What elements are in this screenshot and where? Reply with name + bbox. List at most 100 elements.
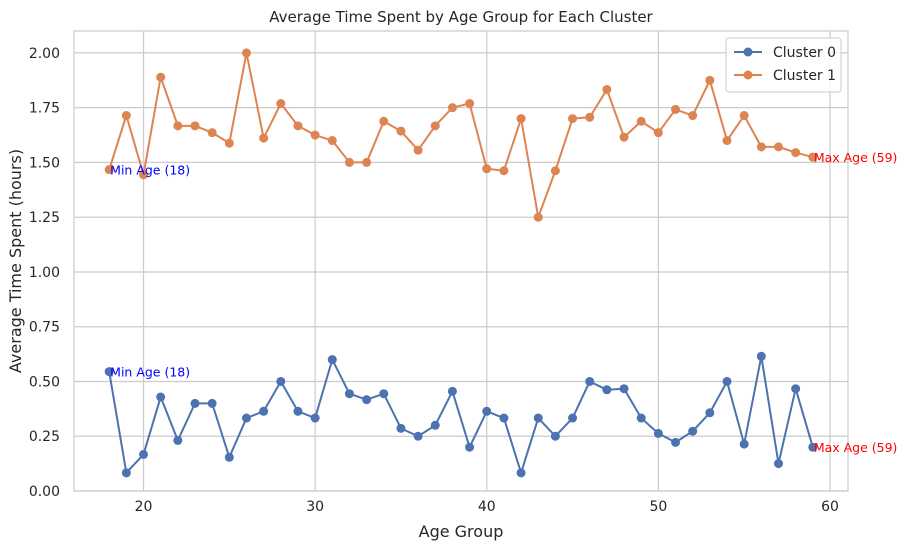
data-point-cluster-1 <box>516 114 526 124</box>
data-point-cluster-1 <box>533 212 543 222</box>
data-point-cluster-0 <box>379 389 389 399</box>
data-point-cluster-0 <box>636 413 646 423</box>
data-point-cluster-1 <box>722 136 732 146</box>
y-tick-label: 2.00 <box>29 46 60 62</box>
data-point-cluster-0 <box>293 406 303 416</box>
data-point-cluster-1 <box>327 136 337 146</box>
data-point-cluster-0 <box>568 413 578 423</box>
x-tick-label: 50 <box>649 499 667 515</box>
data-point-cluster-1 <box>224 138 234 148</box>
data-point-cluster-1 <box>499 166 509 176</box>
data-point-cluster-1 <box>739 111 749 121</box>
data-point-cluster-1 <box>156 72 166 82</box>
data-point-cluster-1 <box>190 121 200 131</box>
data-point-cluster-0 <box>447 386 457 396</box>
data-point-cluster-1 <box>791 148 801 158</box>
legend: Cluster 0 Cluster 1 <box>725 37 842 93</box>
data-point-cluster-0 <box>224 452 234 462</box>
data-point-cluster-0 <box>739 439 749 449</box>
legend-marker-cluster-1 <box>743 70 753 80</box>
y-tick-label: 1.00 <box>29 265 60 281</box>
data-point-cluster-0 <box>413 431 423 441</box>
chart-title: Average Time Spent by Age Group for Each… <box>269 8 653 26</box>
y-tick-label: 1.25 <box>29 210 60 226</box>
data-point-cluster-0 <box>396 423 406 433</box>
data-point-cluster-0 <box>671 437 681 447</box>
data-point-cluster-0 <box>173 435 183 445</box>
legend-label-cluster-0: Cluster 0 <box>773 45 836 61</box>
data-point-cluster-1 <box>619 132 629 142</box>
data-point-cluster-1 <box>602 84 612 94</box>
data-point-cluster-0 <box>499 413 509 423</box>
data-point-cluster-1 <box>344 157 354 167</box>
data-point-cluster-0 <box>550 431 560 441</box>
data-point-cluster-1 <box>207 128 217 138</box>
data-point-cluster-0 <box>310 413 320 423</box>
data-point-cluster-0 <box>653 428 663 438</box>
data-point-cluster-0 <box>773 459 783 469</box>
x-axis-title: Age Group <box>419 522 504 541</box>
data-point-cluster-1 <box>671 104 681 114</box>
data-point-cluster-0 <box>104 367 114 377</box>
data-point-cluster-0 <box>241 413 251 423</box>
data-point-cluster-1 <box>688 111 698 121</box>
data-point-cluster-0 <box>190 398 200 408</box>
data-point-cluster-0 <box>430 420 440 430</box>
data-point-cluster-0 <box>121 468 131 478</box>
data-point-cluster-1 <box>585 112 595 122</box>
y-tick-label: 0.00 <box>29 484 60 500</box>
annotation-label: Min Age (18) <box>110 365 190 380</box>
data-point-cluster-1 <box>173 121 183 131</box>
y-tick-label: 1.75 <box>29 101 60 117</box>
x-tick-label: 40 <box>478 499 496 515</box>
data-point-cluster-1 <box>121 111 131 121</box>
data-point-cluster-1 <box>362 157 372 167</box>
plot-frame <box>73 30 849 492</box>
data-point-cluster-1 <box>653 128 663 138</box>
data-point-cluster-1 <box>293 121 303 131</box>
data-point-cluster-0 <box>276 376 286 386</box>
data-point-cluster-0 <box>156 392 166 402</box>
y-axis-title: Average Time Spent (hours) <box>6 149 25 373</box>
data-point-cluster-1 <box>550 166 560 176</box>
data-point-cluster-0 <box>465 442 475 452</box>
data-point-cluster-1 <box>756 142 766 152</box>
data-point-cluster-1 <box>259 133 269 143</box>
data-point-cluster-1 <box>568 114 578 124</box>
data-point-cluster-0 <box>722 376 732 386</box>
data-point-cluster-1 <box>276 99 286 109</box>
data-point-cluster-1 <box>139 170 149 180</box>
annotation-label: Max Age (59) <box>814 440 898 455</box>
data-point-cluster-1 <box>241 48 251 58</box>
y-tick-label: 0.75 <box>29 320 60 336</box>
data-point-cluster-1 <box>705 75 715 85</box>
annotation-label: Min Age (18) <box>110 163 190 178</box>
annotations: Min Age (18) Max Age (59) Min Age (18) Max … <box>110 150 897 455</box>
data-point-cluster-0 <box>533 413 543 423</box>
data-point-cluster-1 <box>396 126 406 136</box>
data-point-cluster-0 <box>482 406 492 416</box>
data-point-cluster-1 <box>636 116 646 126</box>
data-point-cluster-1 <box>773 142 783 152</box>
data-point-cluster-1 <box>430 121 440 131</box>
data-point-cluster-0 <box>585 376 595 386</box>
data-point-cluster-1 <box>465 99 475 109</box>
data-point-cluster-1 <box>310 130 320 140</box>
annotation-label: Max Age (59) <box>814 150 898 165</box>
data-point-cluster-0 <box>602 385 612 395</box>
data-point-cluster-0 <box>207 398 217 408</box>
data-point-cluster-1 <box>447 103 457 113</box>
data-point-cluster-1 <box>413 145 423 155</box>
data-point-cluster-0 <box>139 449 149 459</box>
data-point-cluster-0 <box>327 355 337 365</box>
legend-marker-cluster-0 <box>743 47 753 57</box>
data-point-cluster-0 <box>259 406 269 416</box>
data-point-cluster-0 <box>791 384 801 394</box>
data-point-cluster-0 <box>362 395 372 405</box>
data-point-cluster-0 <box>344 389 354 399</box>
tick-labels: 20 30 40 50 60 0.00 0.25 0.50 0.75 1.00 1.25 1.50 1.… <box>29 46 839 515</box>
data-point-cluster-0 <box>808 442 818 452</box>
data-point-cluster-0 <box>516 468 526 478</box>
legend-label-cluster-1: Cluster 1 <box>773 68 836 84</box>
